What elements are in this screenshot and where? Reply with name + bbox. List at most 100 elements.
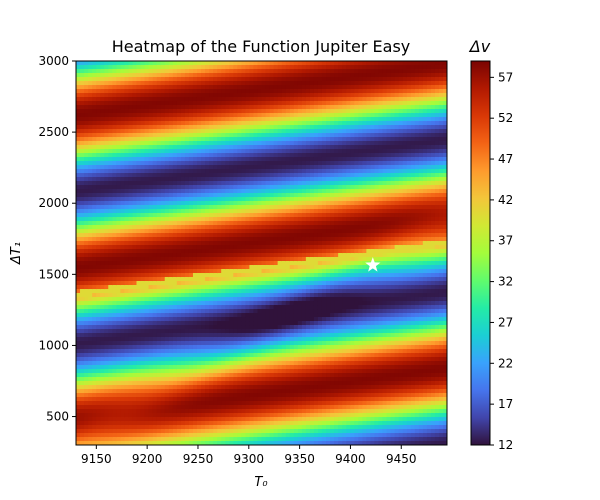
heatmap-cell [96,305,101,310]
heatmap-cell [188,389,194,394]
heatmap-cell [180,385,186,390]
heatmap-cell [172,241,178,246]
heatmap-cell [209,193,214,198]
heatmap-cell [213,245,218,250]
heatmap-cell [261,437,267,442]
heatmap-cell [184,333,190,338]
heatmap-cell [209,149,214,154]
heatmap-cell [164,245,170,250]
heatmap-cell [277,205,283,210]
heatmap-cell [172,141,178,146]
heatmap-cell [112,125,117,130]
heatmap-cell [277,337,283,342]
heatmap-cell [176,417,182,422]
heatmap-cell [160,65,166,70]
heatmap-cell [96,121,101,126]
heatmap-cell [120,85,125,90]
heatmap-cell [233,369,238,374]
heatmap-cell [116,61,121,66]
heatmap-cell [176,197,182,202]
heatmap-cell [112,217,117,222]
heatmap-cell [96,205,101,210]
heatmap-cell [249,165,255,170]
heatmap-cell [148,245,154,250]
heatmap-cell [152,89,158,94]
heatmap-cell [156,277,162,282]
heatmap-cell [84,241,89,246]
heatmap-cell [233,157,238,162]
heatmap-cell [277,409,283,414]
heatmap-cell [241,153,246,158]
heatmap-cell [168,405,174,410]
heatmap-cell [253,293,259,298]
heatmap-cell [237,177,242,182]
heatmap-cell [196,173,202,178]
heatmap-cell [88,393,93,398]
heatmap-cell [168,217,174,222]
heatmap-cell [156,81,162,86]
heatmap-cell [116,401,121,406]
heatmap-cell [152,309,158,314]
heatmap-cell [148,249,154,254]
heatmap-cell [96,321,101,326]
heatmap-cell [148,337,154,342]
heatmap-cell [132,345,138,350]
heatmap-cell [265,65,271,70]
heatmap-cell [108,185,113,190]
heatmap-cell [176,405,182,410]
heatmap-cell [273,393,279,398]
heatmap-cell [84,309,89,314]
heatmap-cell [205,65,210,70]
heatmap-cell [120,433,125,438]
heatmap-cell [164,353,170,358]
heatmap-cell [269,157,275,162]
heatmap-cell [112,221,117,226]
heatmap-cell [273,325,279,330]
heatmap-cell [205,221,210,226]
heatmap-cell [152,169,158,174]
heatmap-cell [124,433,130,438]
heatmap-cell [144,373,150,378]
heatmap-cell [128,417,134,422]
heatmap-cell [92,377,97,382]
heatmap-cell [261,289,267,294]
heatmap-cell [124,349,130,354]
heatmap-cell [273,185,279,190]
heatmap-cell [96,165,101,170]
heatmap-cell [277,333,283,338]
heatmap-cell [92,285,97,290]
heatmap-cell [261,165,267,170]
heatmap-cell [120,161,125,166]
heatmap-cell [80,137,85,142]
heatmap-cell [225,321,230,326]
heatmap-cell [128,117,134,122]
heatmap-cell [160,245,166,250]
heatmap-cell [112,121,117,126]
heatmap-cell [108,357,113,362]
heatmap-cell [205,157,210,162]
heatmap-cell [201,69,206,74]
heatmap-cell [180,197,186,202]
heatmap-cell [76,237,81,242]
heatmap-cell [140,181,146,186]
heatmap-cell [265,93,271,98]
heatmap-cell [132,397,138,402]
heatmap-cell [140,397,146,402]
heatmap-cell [221,157,226,162]
heatmap-cell [265,301,271,306]
heatmap-cell [233,89,238,94]
heatmap-cell [217,437,222,442]
heatmap-cell [229,421,234,426]
heatmap-cell [196,285,202,290]
heatmap-cell [164,97,170,102]
heatmap-cell [209,165,214,170]
heatmap-cell [265,261,271,266]
heatmap-cell [233,289,238,294]
heatmap-cell [88,121,93,126]
heatmap-cell [140,169,146,174]
heatmap-cell [245,297,250,302]
heatmap-cell [269,357,275,362]
heatmap-cell [241,441,246,445]
heatmap-cell [249,433,255,438]
heatmap-cell [221,241,226,246]
